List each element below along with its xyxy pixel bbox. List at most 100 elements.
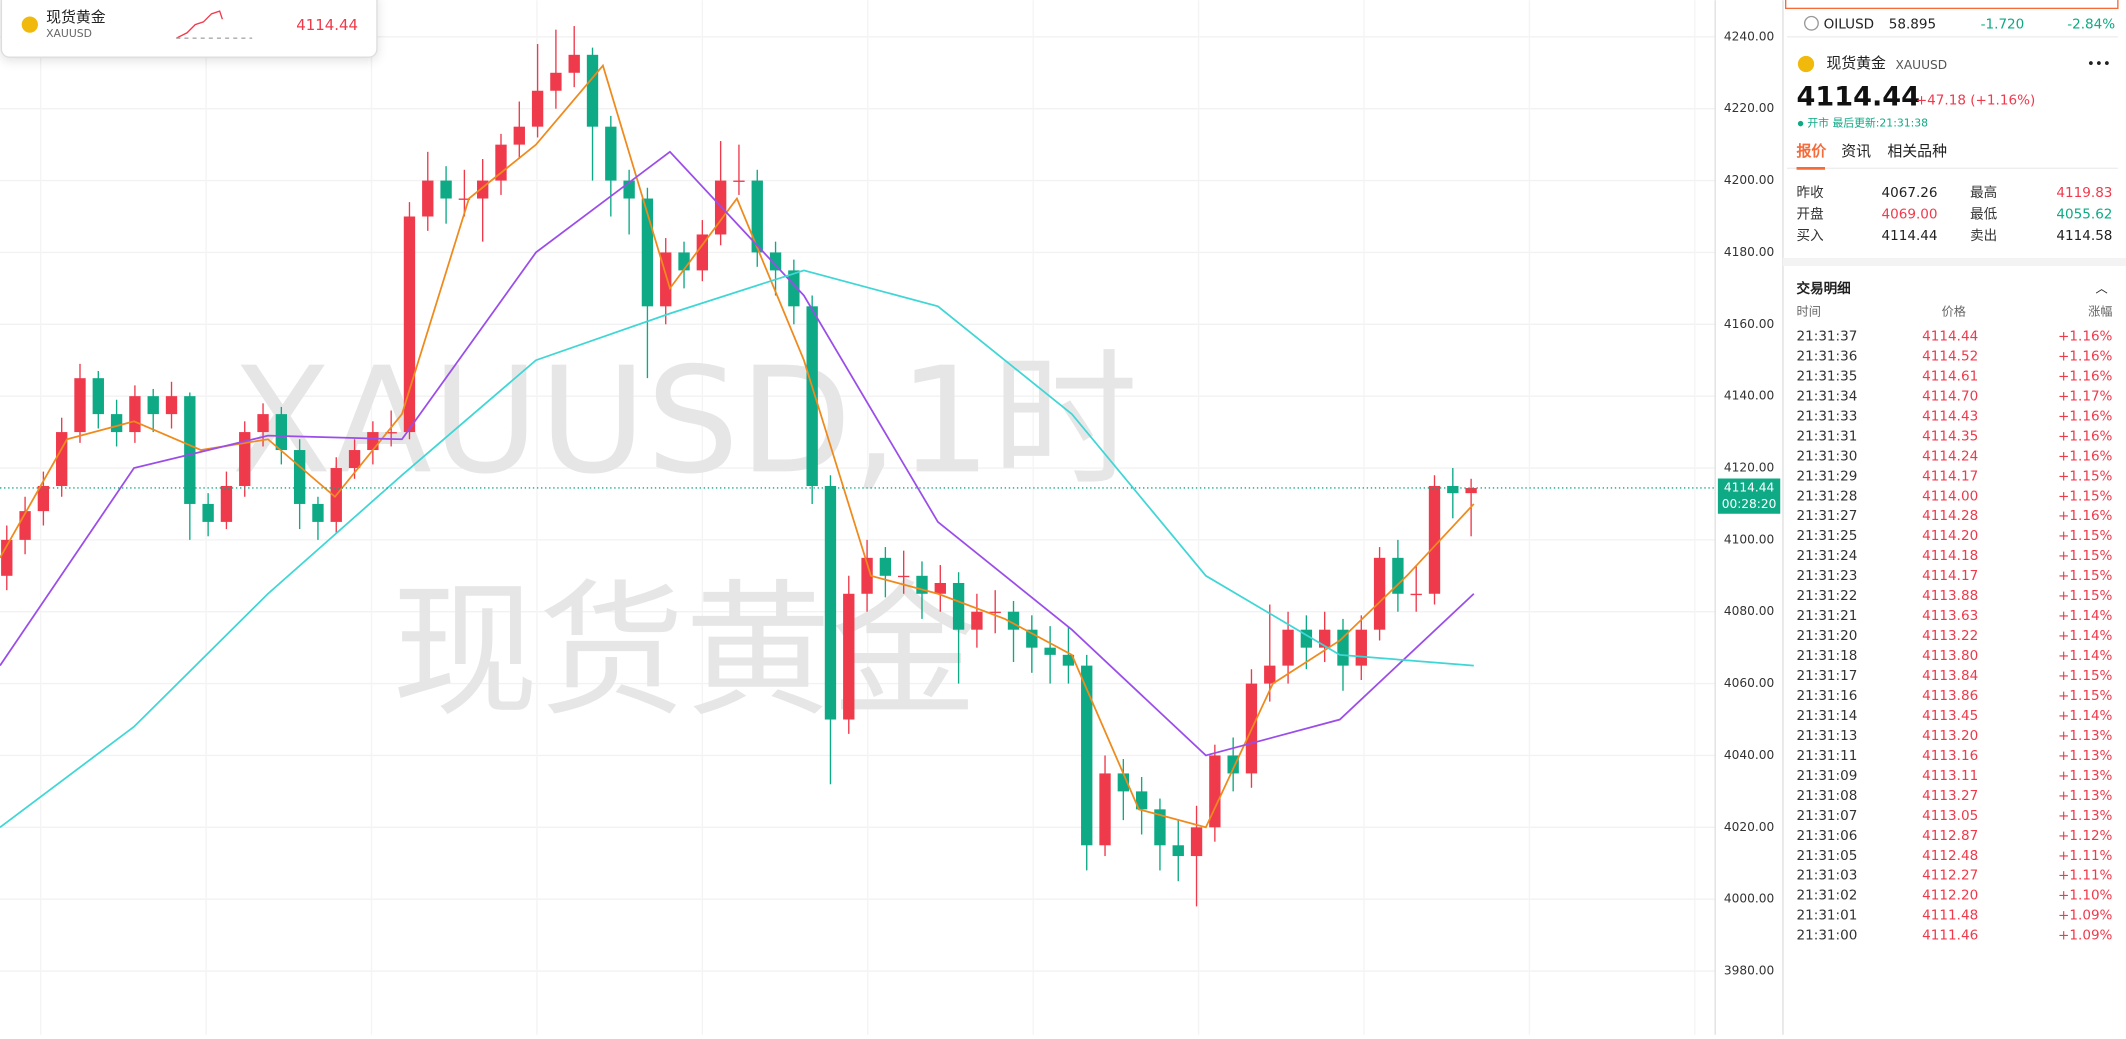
trade-cell: 21:31:17 — [1797, 668, 1858, 684]
trade-cell: +1.15% — [2058, 548, 2113, 564]
trade-cell: 21:31:30 — [1797, 448, 1858, 464]
trade-cell: 4114.24 — [1922, 448, 1978, 464]
watermark: XAUUSD,1时 — [231, 335, 1138, 506]
candle-body — [623, 180, 635, 199]
y-tick-label: 4120.00 — [1724, 461, 1774, 475]
trade-cell: 21:31:08 — [1797, 788, 1858, 804]
coin-icon — [1797, 55, 1815, 73]
trades-header: 价格 — [1942, 304, 1966, 319]
stat-label: 昨收 — [1797, 185, 1825, 201]
trade-cell: 21:31:22 — [1797, 588, 1858, 604]
trades-header: 时间 — [1797, 305, 1821, 319]
trade-cell: 4114.18 — [1922, 548, 1978, 564]
trade-cell: +1.14% — [2058, 648, 2113, 664]
candle-body — [1190, 827, 1203, 857]
trade-cell: 4113.11 — [1922, 768, 1978, 784]
watermark: 现货黄金 — [392, 566, 978, 737]
side-panel — [1782, 0, 2126, 1035]
trade-cell: 21:31:06 — [1797, 828, 1858, 844]
candle-body — [1410, 593, 1422, 596]
trade-cell: 4114.17 — [1922, 468, 1978, 484]
tab[interactable]: 资讯 — [1841, 142, 1871, 160]
candle-body — [513, 126, 525, 145]
collapse[interactable]: ︿ — [2096, 282, 2108, 296]
candle-body — [1355, 629, 1367, 666]
trade-cell: +1.14% — [2058, 608, 2113, 624]
oil-frame — [1784, 0, 2119, 10]
y-tick-label: 4180.00 — [1724, 245, 1774, 259]
quote-change: +47.18 (+1.16%) — [1916, 93, 2035, 109]
tab[interactable]: 报价 — [1797, 142, 1827, 160]
trade-cell: 21:31:27 — [1797, 508, 1858, 524]
separator — [1782, 257, 2126, 266]
trade-cell: 4114.35 — [1922, 428, 1978, 444]
candle-body — [898, 575, 910, 578]
coin-icon — [21, 16, 38, 33]
trade-cell: 4114.00 — [1922, 488, 1978, 504]
more-button[interactable]: ••• — [2087, 56, 2111, 72]
candle-body — [1373, 557, 1386, 630]
stat-label: 开盘 — [1797, 205, 1824, 222]
y-tick-label: 4160.00 — [1724, 317, 1774, 331]
trade-cell: +1.13% — [2058, 728, 2113, 744]
stat-value: 4119.83 — [2056, 185, 2112, 201]
candle-body — [495, 144, 507, 181]
trade-cell: 4113.45 — [1922, 708, 1978, 724]
trade-cell: 4112.87 — [1922, 828, 1978, 844]
trade-cell: +1.09% — [2058, 928, 2113, 944]
candle-body — [440, 180, 452, 199]
trades-title: 交易明细 — [1797, 280, 1851, 297]
trade-cell: +1.09% — [2058, 908, 2113, 924]
overlay — [1789, 949, 2116, 1035]
candle-body — [531, 90, 544, 127]
trade-cell: 21:31:37 — [1797, 328, 1858, 344]
grid: 4240.00 4220.00 4200.00 4180.00 4160.00 4140.… — [0, 0, 1774, 1035]
price-tag-label: 4114.44 — [1724, 480, 1775, 494]
trade-cell: 21:31:29 — [1797, 468, 1858, 484]
trade-cell: 21:31:24 — [1797, 548, 1858, 564]
candle-body — [147, 396, 159, 415]
trade-cell: +1.16% — [2058, 428, 2113, 444]
trade-cell: 4113.80 — [1922, 648, 1978, 664]
y-tick-label: 4240.00 — [1724, 29, 1774, 43]
oil-change: -1.720 — [1981, 17, 2025, 33]
trade-cell: +1.14% — [2058, 708, 2113, 724]
candle-body — [1172, 845, 1184, 857]
price-tag — [1717, 478, 1781, 514]
trades: 时间 价格 涨幅 21:31:37 4114.44 +1.16% 21:31:36 4114.… — [1797, 304, 2113, 944]
trade-cell: 21:31:11 — [1797, 748, 1858, 764]
watch-card[interactable] — [0, 0, 378, 58]
candle-body — [1465, 487, 1477, 494]
candle-body — [1392, 557, 1404, 594]
status-dot — [1797, 120, 1804, 127]
oil-price: 58.895 — [1889, 17, 1936, 33]
trade-cell: 4113.63 — [1922, 608, 1978, 624]
candle-body — [934, 582, 946, 594]
trade-cell: 21:31:21 — [1797, 608, 1858, 624]
trade-cell: 4113.22 — [1922, 628, 1978, 644]
candle-body — [92, 378, 104, 415]
stat-value: 4055.62 — [2056, 206, 2112, 222]
candle-body — [202, 503, 214, 522]
trade-cell: +1.15% — [2058, 568, 2113, 584]
stat-value: 4114.58 — [2056, 228, 2112, 244]
candle-body — [586, 54, 599, 127]
oil-percent: -2.84% — [2067, 17, 2115, 33]
candle-body — [403, 216, 416, 433]
trade-cell: 21:31:05 — [1797, 848, 1858, 864]
trade-cell: 4113.88 — [1922, 588, 1978, 604]
trade-cell: 4114.43 — [1922, 408, 1978, 424]
stat-label: 买入 — [1797, 228, 1825, 244]
trade-cell: +1.16% — [2058, 508, 2113, 524]
candle-body — [385, 432, 397, 434]
card-name: 现货黄金 — [46, 8, 106, 26]
trade-cell: +1.12% — [2058, 828, 2113, 844]
tab[interactable]: 相关品种 — [1887, 142, 1947, 160]
candle-body — [1428, 485, 1441, 594]
candle-body — [422, 180, 434, 217]
trade-cell: 4111.46 — [1922, 928, 1978, 944]
candle-body — [568, 54, 580, 73]
trade-cell: +1.11% — [2058, 868, 2113, 884]
y-tick-label: 4040.00 — [1724, 748, 1774, 762]
